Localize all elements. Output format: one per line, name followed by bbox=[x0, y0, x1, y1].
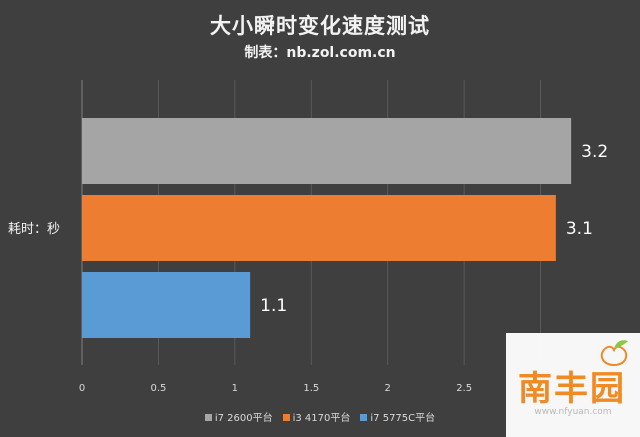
y-axis-label: 耗时：秒 bbox=[8, 222, 61, 237]
bar bbox=[82, 118, 572, 184]
bar-data-label: 1.1 bbox=[260, 296, 287, 316]
chart-subtitle: 制表：nb.zol.com.cn bbox=[244, 45, 396, 61]
x-tick-label: 2.5 bbox=[456, 383, 472, 394]
bar-data-label: 3.2 bbox=[581, 142, 608, 162]
x-tick-label: 0.5 bbox=[150, 383, 166, 394]
legend-swatch bbox=[204, 414, 212, 421]
watermark-url: www.nfyuan.com bbox=[534, 407, 612, 417]
chart-bars: 3.2 3.1 1.1 bbox=[82, 118, 608, 338]
x-tick-label: 2 bbox=[385, 383, 391, 394]
chart-title: 大小瞬时变化速度测试 bbox=[210, 14, 430, 38]
watermark-logo: 南丰园 www.nfyuan.com bbox=[506, 333, 640, 437]
bar bbox=[82, 195, 556, 261]
peach-icon bbox=[600, 340, 628, 367]
legend-item: i3 4170平台 bbox=[282, 409, 351, 424]
legend-swatch bbox=[282, 414, 290, 421]
legend-label: i7 2600平台 bbox=[214, 413, 273, 424]
watermark-text: 南丰园 bbox=[518, 369, 626, 409]
legend-label: i3 4170平台 bbox=[292, 413, 351, 424]
legend-label: i7 5775C平台 bbox=[370, 413, 436, 424]
chart-legend: i7 2600平台 i3 4170平台 i7 5775C平台 bbox=[0, 409, 640, 424]
legend-item: i7 5775C平台 bbox=[360, 409, 435, 424]
legend-swatch bbox=[360, 414, 368, 421]
x-tick-label: 0 bbox=[79, 383, 85, 394]
bar bbox=[82, 272, 251, 338]
chart-x-ticks: 00.511.522.53 bbox=[79, 383, 544, 394]
x-tick-label: 1 bbox=[232, 383, 238, 394]
bar-data-label: 3.1 bbox=[566, 219, 593, 239]
x-tick-label: 1.5 bbox=[303, 383, 319, 394]
legend-item: i7 2600平台 bbox=[204, 409, 273, 424]
